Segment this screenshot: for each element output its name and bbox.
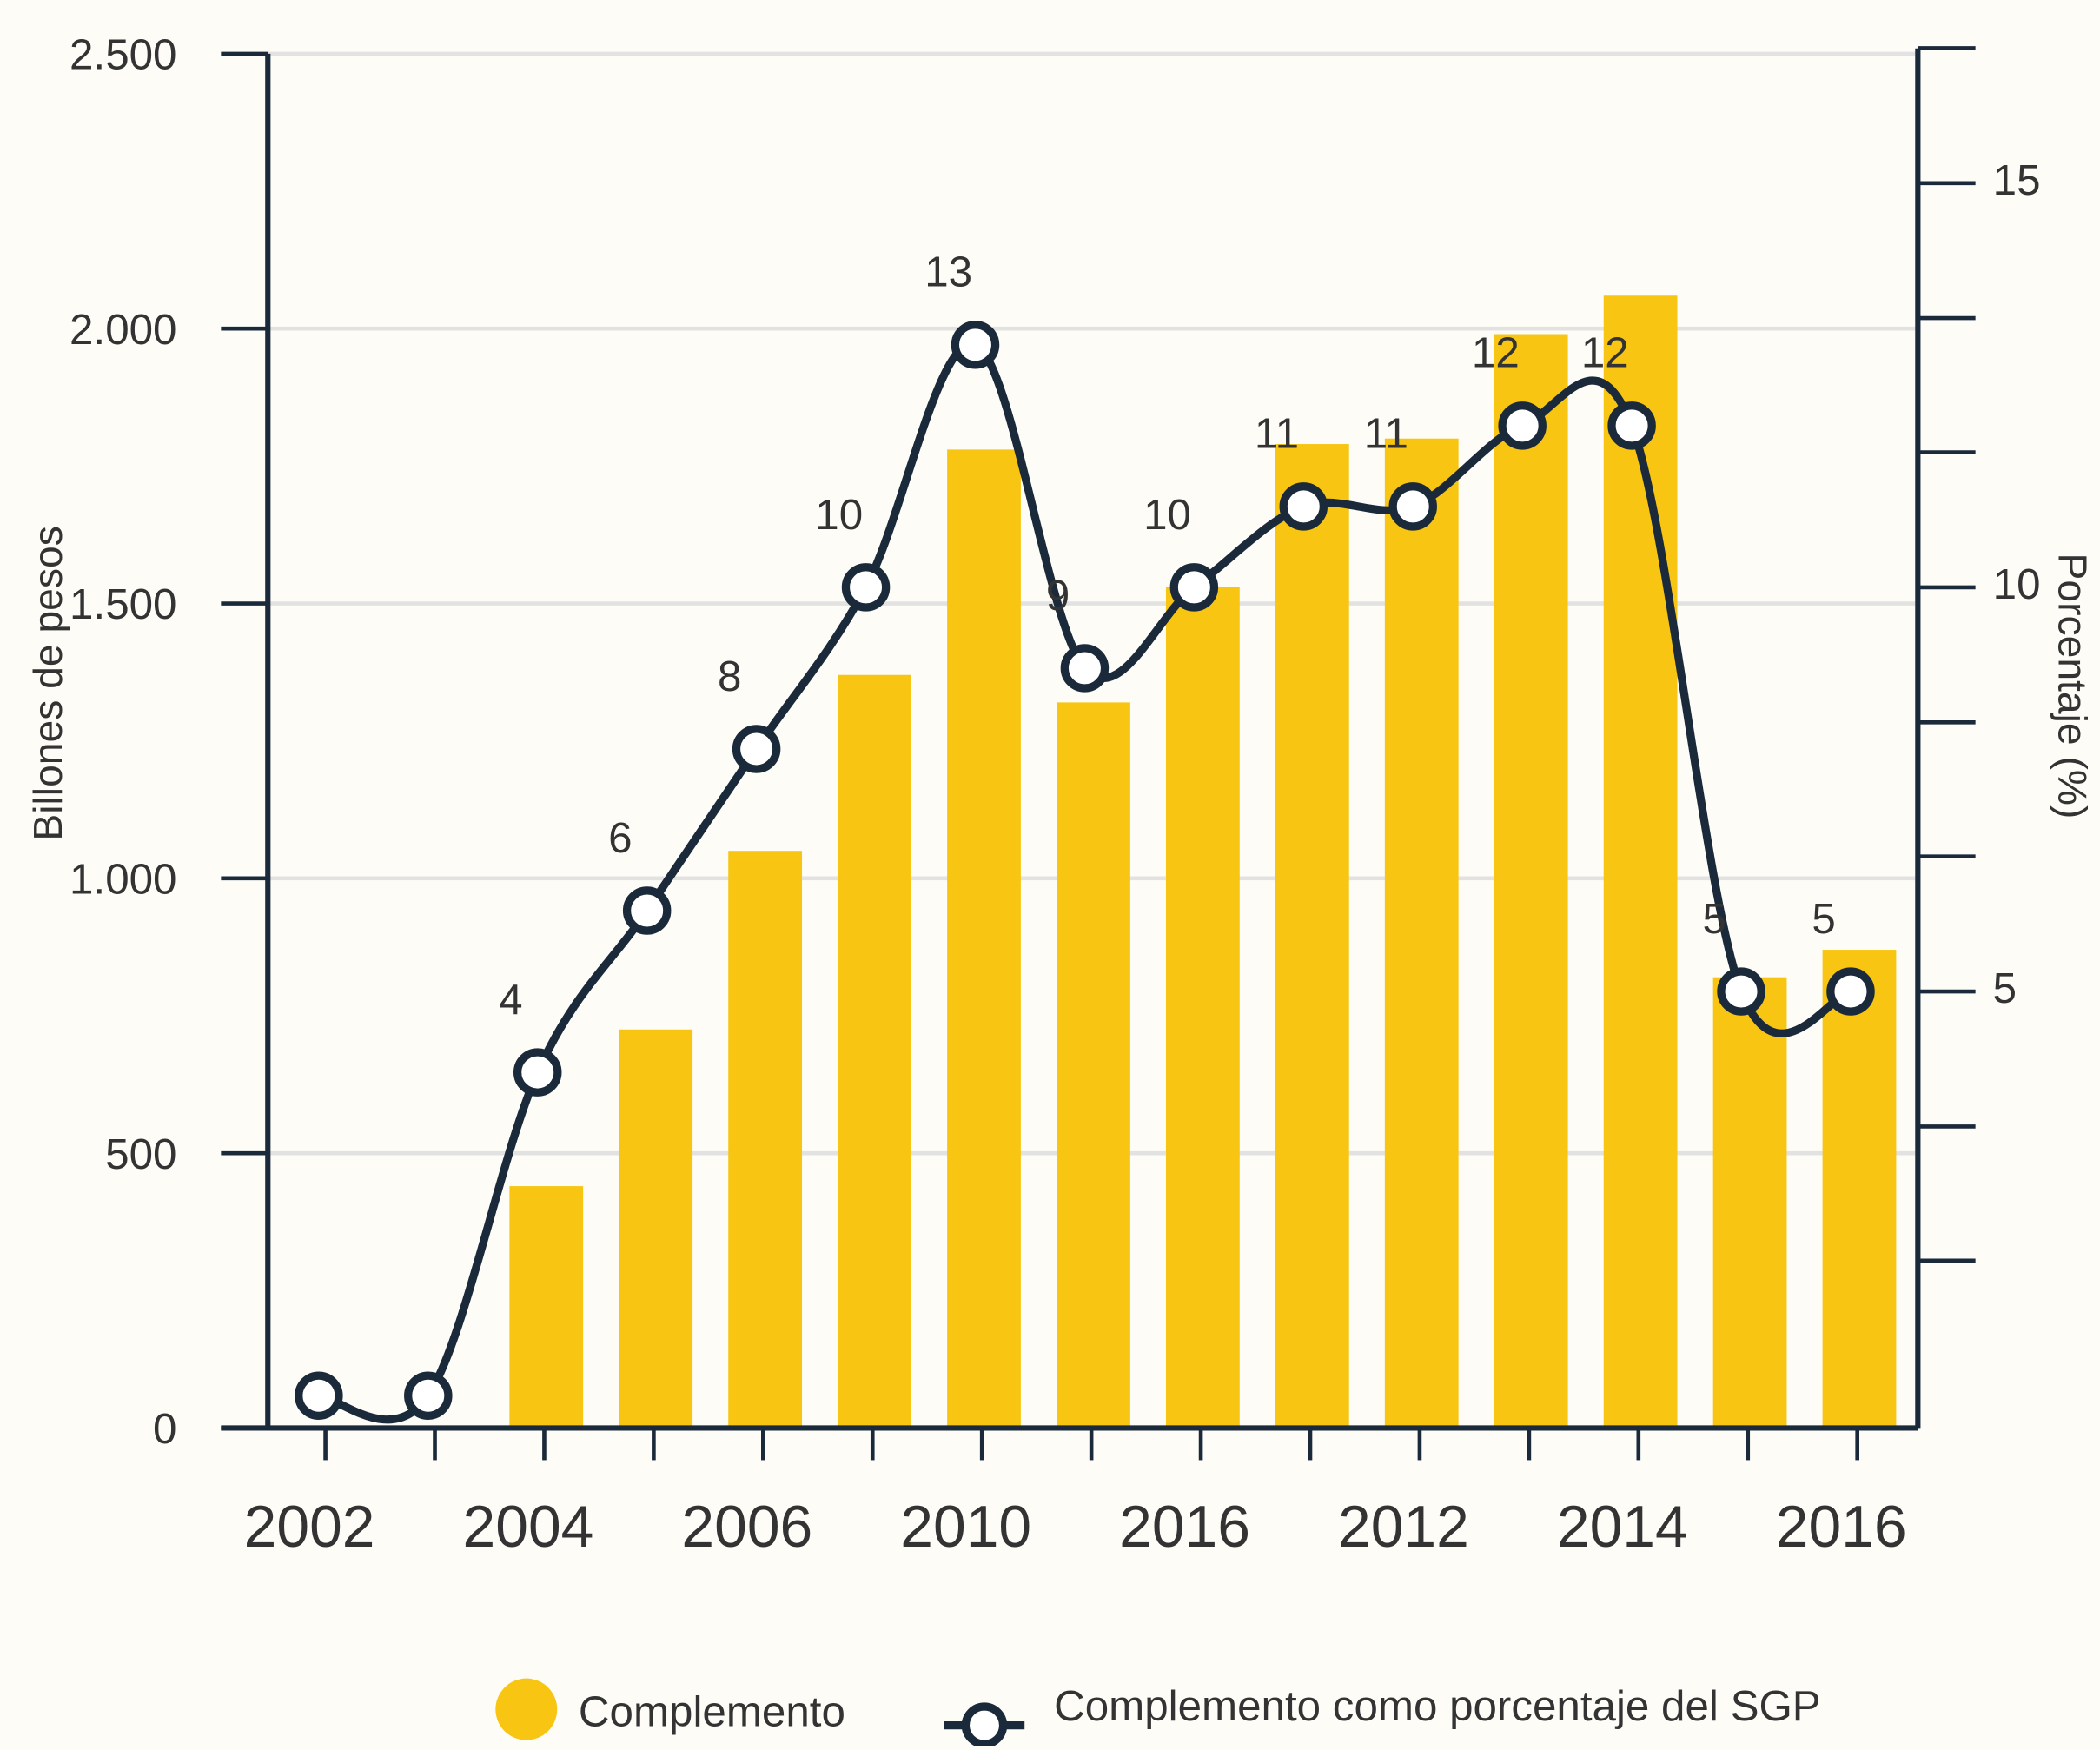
x-tick-label: 2012 — [1338, 1495, 1469, 1560]
bar — [1275, 444, 1349, 1429]
legend-label: Complemento como porcentaje del SGP — [1054, 1682, 1821, 1730]
bar — [1494, 334, 1568, 1429]
legend-marker — [961, 1702, 1008, 1748]
y-tick-label: 2.500 — [70, 31, 176, 79]
x-tick-label: 2010 — [900, 1495, 1031, 1560]
line-point — [1279, 482, 1328, 531]
data-label: 5 — [1812, 895, 1835, 943]
line-point — [732, 725, 781, 773]
line — [318, 340, 1852, 1424]
y2-tick-label: 15 — [1993, 156, 2041, 204]
line-point — [1826, 967, 1875, 1016]
y2-axis-label: Porcentaje (%) — [2050, 554, 2095, 819]
y-tick-label: 1.500 — [70, 580, 176, 628]
x-tick-label: 2016 — [1119, 1495, 1250, 1560]
legend-swatch — [495, 1678, 558, 1740]
bar — [1603, 295, 1678, 1429]
bar — [947, 449, 1021, 1429]
bar — [1057, 702, 1130, 1429]
line-point — [1388, 482, 1437, 531]
x-tick-label: 2006 — [681, 1495, 812, 1560]
y-tick-label: 500 — [105, 1130, 176, 1178]
y2-tick-label: 5 — [1993, 964, 2017, 1012]
line-point — [1717, 967, 1765, 1016]
bar — [1712, 977, 1787, 1429]
x-tick-label: 2014 — [1557, 1495, 1688, 1560]
line-point — [1169, 563, 1219, 612]
data-label: 10 — [1143, 491, 1191, 539]
y-axis-label: Billones de pesos — [25, 526, 70, 840]
line-point — [841, 563, 891, 612]
data-label: 12 — [1472, 329, 1520, 377]
data-label: 8 — [718, 653, 741, 700]
y-tick-label: 1.000 — [70, 855, 176, 903]
line-point — [1060, 644, 1110, 693]
data-label: 5 — [1702, 895, 1726, 943]
line-point — [404, 1371, 453, 1420]
bar — [1165, 587, 1240, 1429]
data-label: 6 — [608, 814, 632, 862]
data-label: 11 — [1364, 410, 1408, 458]
bar — [619, 1029, 693, 1429]
legend-label: Complemento — [579, 1687, 845, 1735]
y-tick-label: 0 — [153, 1405, 176, 1453]
y2-tick-label: 10 — [1993, 560, 2041, 608]
data-label: 4 — [499, 976, 522, 1024]
data-label: 12 — [1581, 329, 1629, 377]
line-point — [1498, 401, 1547, 450]
x-tick-label: 2004 — [463, 1495, 594, 1560]
data-label: 13 — [924, 249, 972, 296]
line-point — [1607, 401, 1656, 450]
bar — [838, 674, 911, 1429]
bar — [1384, 438, 1459, 1429]
bar — [1822, 950, 1897, 1429]
data-label: 9 — [1046, 572, 1070, 620]
data-label: 11 — [1255, 410, 1299, 458]
x-tick-label: 2016 — [1776, 1495, 1907, 1560]
line-point — [513, 1048, 562, 1097]
x-tick-label: 2002 — [244, 1495, 375, 1560]
data-label: 10 — [815, 491, 863, 539]
line-point — [622, 886, 672, 935]
bar — [728, 851, 803, 1429]
y-tick-label: 2.000 — [70, 306, 176, 354]
line-point — [951, 321, 1000, 369]
bar — [509, 1186, 584, 1429]
line-point — [295, 1371, 343, 1420]
